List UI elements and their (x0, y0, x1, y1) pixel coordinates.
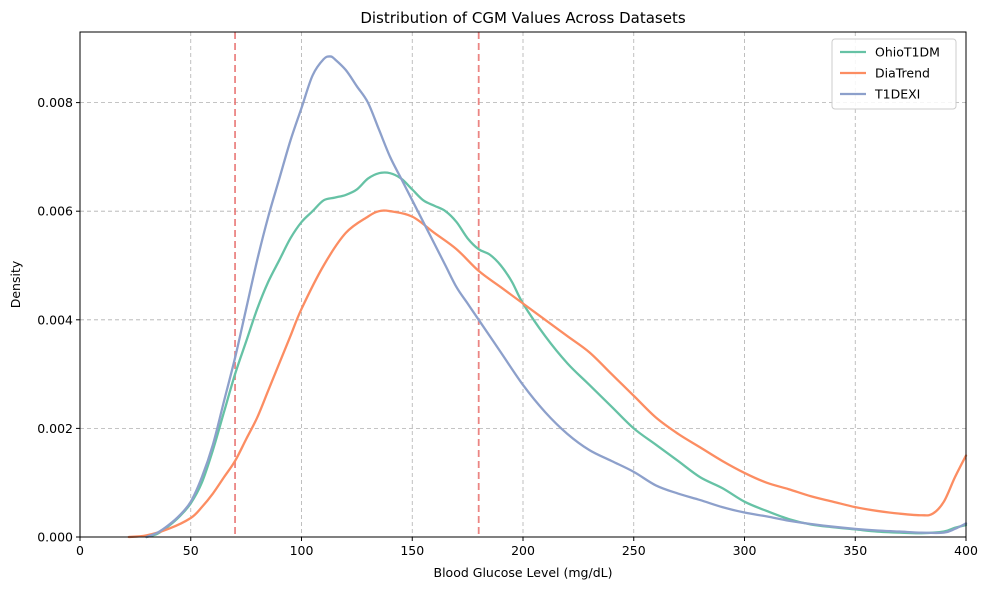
y-tick-label: 0.008 (37, 95, 73, 110)
grid (80, 32, 966, 537)
x-axis-ticks: 0 50 100 150 200 250 300 350 400 (76, 537, 978, 558)
legend-label: T1DEXI (874, 87, 920, 102)
x-tick-label: 100 (290, 543, 314, 558)
y-tick-label: 0.006 (37, 204, 73, 219)
series-line-t1dexi (145, 55, 968, 539)
x-tick-label: 200 (511, 543, 535, 558)
x-tick-label: 400 (954, 543, 978, 558)
y-tick-label: 0.000 (37, 530, 73, 545)
y-tick-label: 0.002 (37, 421, 73, 436)
reference-lines (234, 32, 480, 537)
series-line-ohiot1dm (145, 171, 968, 539)
x-tick-label: 250 (622, 543, 646, 558)
series-line-diatrend (127, 209, 968, 539)
x-tick-label: 150 (400, 543, 424, 558)
chart-title: Distribution of CGM Values Across Datase… (360, 9, 685, 27)
y-axis-label: Density (8, 260, 23, 308)
x-axis-label: Blood Glucose Level (mg/dL) (434, 565, 613, 580)
y-tick-label: 0.004 (37, 312, 73, 327)
legend-box (831, 38, 957, 110)
x-tick-label: 300 (733, 543, 757, 558)
legend-label: OhioT1DM (875, 45, 940, 60)
x-tick-label: 0 (76, 543, 84, 558)
x-tick-label: 350 (843, 543, 867, 558)
legend-label: DiaTrend (875, 66, 930, 81)
x-tick-label: 50 (183, 543, 199, 558)
y-axis-ticks: 0.000 0.002 0.004 0.006 0.008 (37, 95, 80, 545)
series-lines (127, 55, 968, 539)
legend: OhioT1DM DiaTrend T1DEXI (831, 38, 957, 110)
